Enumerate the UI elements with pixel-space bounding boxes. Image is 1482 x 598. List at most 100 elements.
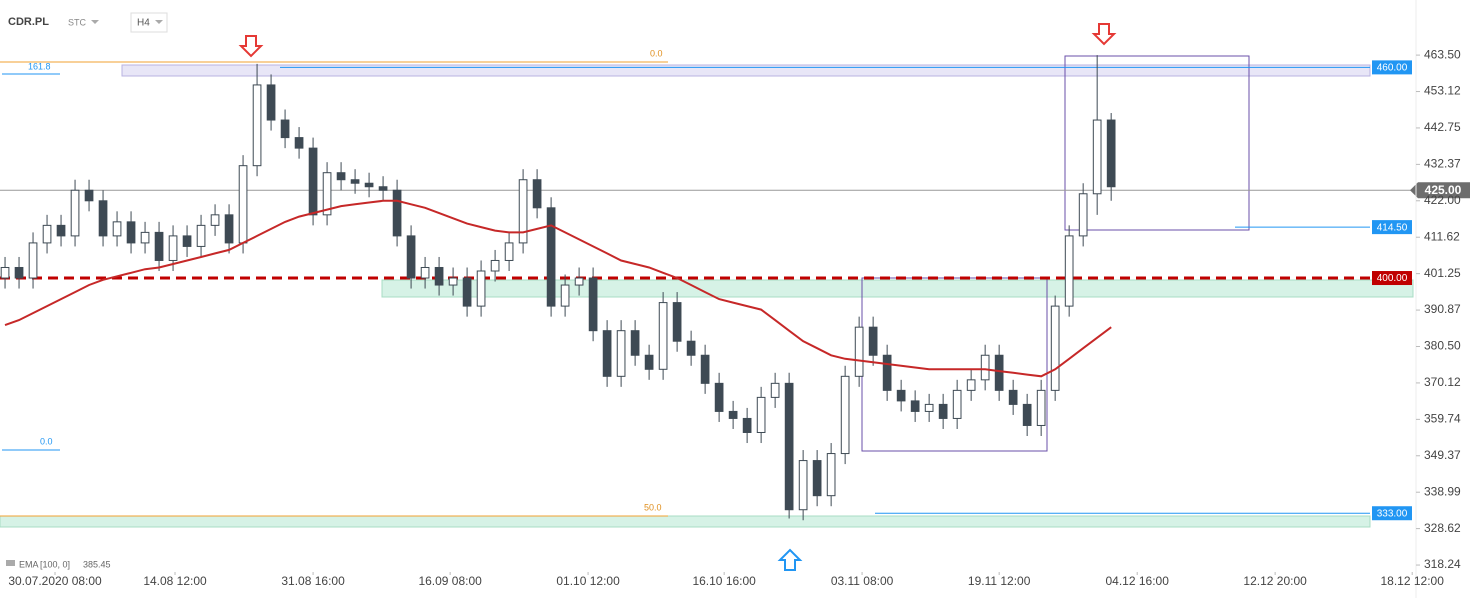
candle-body — [1092, 119, 1102, 195]
candle-body — [0, 266, 10, 279]
candle-body — [1036, 389, 1046, 426]
candle-body — [42, 224, 52, 244]
ema-line — [4, 199, 1112, 378]
candle-body — [546, 207, 556, 307]
candle-body — [518, 179, 528, 244]
fib-label: 0.0 — [40, 436, 53, 446]
candle-body — [560, 284, 570, 307]
candle-body — [728, 410, 738, 419]
x-tick-label: 04.12 16:00 — [1106, 574, 1170, 588]
symbol: CDR.PL — [8, 16, 49, 28]
x-tick-label: 16.10 16:00 — [692, 574, 756, 588]
candle-body — [392, 189, 402, 237]
candle-body — [672, 302, 682, 342]
candle-body — [700, 354, 710, 384]
candle-body — [70, 189, 80, 237]
candle-body — [1050, 305, 1060, 391]
level-label-box — [1372, 506, 1412, 521]
candle-body — [588, 277, 598, 332]
x-tick-label: 12.12 20:00 — [1243, 574, 1307, 588]
level-label: 460.00 — [1377, 63, 1408, 74]
candle-body — [938, 403, 948, 419]
candle-body — [210, 214, 220, 226]
candle-body — [448, 277, 458, 286]
candle-body — [350, 179, 360, 184]
candle-body — [784, 382, 794, 511]
dropdown-icon[interactable] — [91, 20, 99, 24]
candle-body — [434, 266, 444, 286]
x-tick-label: 16.09 08:00 — [418, 574, 482, 588]
fib-label: 50.0 — [644, 502, 662, 512]
dropdown-icon — [155, 20, 163, 24]
last-price-box — [1410, 182, 1470, 199]
indicator-name: EMA — [19, 559, 39, 569]
last-price-label: 425.00 — [1425, 183, 1462, 197]
exchange: STC — [68, 17, 87, 27]
candle-body — [686, 340, 696, 356]
x-tick-label: 31.08 16:00 — [281, 574, 345, 588]
y-tick-label: 359.74 — [1424, 412, 1461, 426]
candle-body — [490, 259, 500, 272]
candle-body — [658, 302, 668, 370]
level-label-box — [1372, 60, 1412, 75]
candle-body — [476, 270, 486, 307]
candle-body — [630, 330, 640, 356]
candle-body — [924, 403, 934, 412]
candle-body — [56, 224, 66, 237]
support-zone — [0, 515, 1371, 528]
candle-body — [420, 266, 430, 279]
candle-body — [364, 182, 374, 188]
candle-body — [1064, 235, 1074, 307]
interval-box[interactable] — [130, 12, 168, 33]
y-tick-label: 442.75 — [1424, 120, 1461, 134]
x-tick-label: 30.07.2020 08:00 — [8, 574, 102, 588]
candle-body — [1106, 119, 1116, 188]
candle-body — [812, 460, 822, 497]
candle-body — [154, 231, 164, 261]
indicator-params: [100, 0] — [40, 559, 70, 569]
y-tick-label: 318.24 — [1424, 557, 1461, 571]
fib-label: 161.8 — [28, 61, 51, 71]
y-tick-label: 390.87 — [1424, 302, 1461, 316]
candle-body — [336, 172, 346, 181]
y-tick-label: 422.00 — [1424, 193, 1461, 207]
candle-body — [14, 266, 24, 279]
candle-body — [826, 453, 836, 497]
candle-body — [112, 221, 122, 237]
y-tick-label: 463.50 — [1424, 47, 1461, 61]
candle-body — [854, 326, 864, 377]
candle-body — [882, 354, 892, 391]
candle-body — [196, 224, 206, 247]
candle-body — [1078, 193, 1088, 237]
candle-body — [602, 330, 612, 377]
support-zone — [381, 279, 1414, 298]
candle-body — [798, 460, 808, 511]
candle-body — [574, 277, 584, 286]
fib-label: 0.0 — [650, 48, 663, 58]
candle-body — [98, 200, 108, 237]
y-tick-label: 401.25 — [1424, 266, 1461, 280]
level-label: 414.50 — [1377, 222, 1408, 233]
x-tick-label: 19.11 12:00 — [968, 574, 1031, 588]
candle-body — [994, 354, 1004, 391]
interval: H4 — [137, 18, 150, 29]
candle-body — [182, 235, 192, 247]
candle-body — [280, 119, 290, 139]
candle-body — [168, 235, 178, 261]
range-box — [1064, 55, 1250, 231]
plot: 460.00 414.50 400.00 333.00 425.00 — [0, 55, 1470, 521]
candle-body — [126, 221, 136, 244]
candle-body — [84, 189, 94, 202]
candle-body — [504, 242, 514, 261]
candle-body — [966, 379, 976, 391]
x-tick-label: 14.08 12:00 — [143, 574, 207, 588]
candle-body — [910, 400, 920, 412]
candle-body — [238, 165, 248, 244]
candle-body — [868, 326, 878, 356]
level-label: 400.00 — [1377, 273, 1408, 284]
candle-body — [742, 417, 752, 433]
candle-body — [462, 277, 472, 307]
candle-body — [28, 242, 38, 279]
y-tick-label: 411.62 — [1424, 229, 1460, 243]
